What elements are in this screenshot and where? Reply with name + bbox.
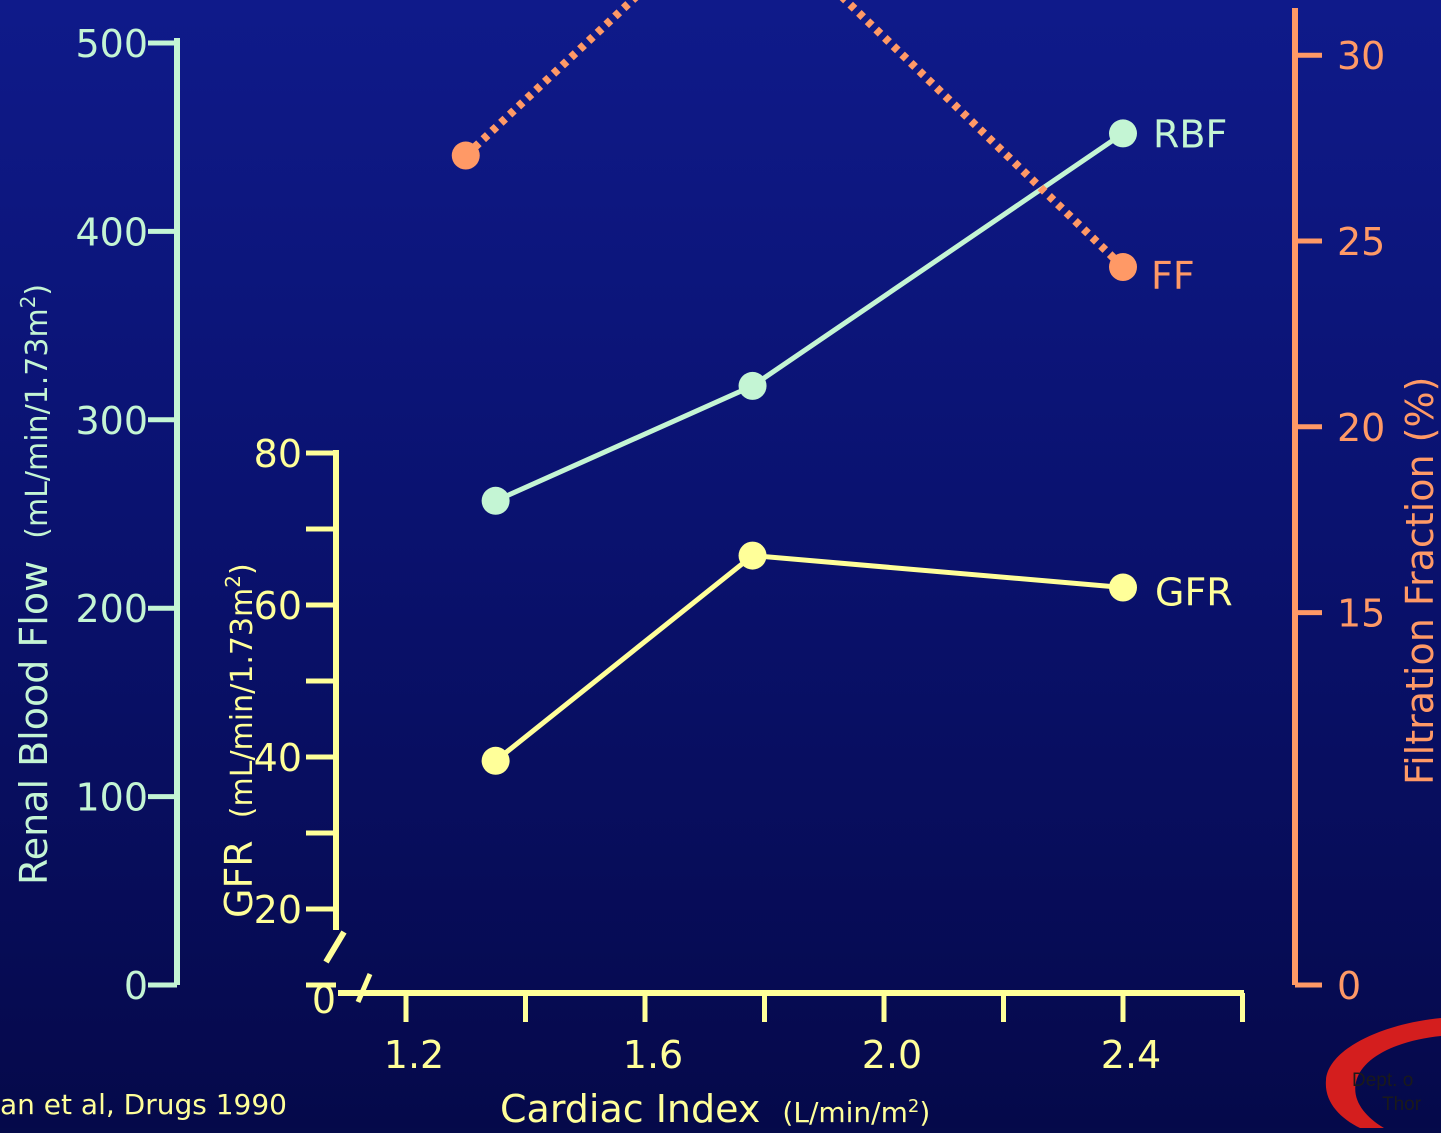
gfr-series-label: GFR xyxy=(1155,571,1233,615)
logo-text-line-2: Thor xyxy=(1382,1094,1422,1115)
gfr-axis-title: GFR (mL/min/1.73m2) xyxy=(217,563,261,918)
gfr-data-point xyxy=(738,541,767,570)
gfr-data-point xyxy=(1109,573,1137,602)
x-tick-label: 1.2 xyxy=(384,1033,444,1077)
rbf-series-line xyxy=(494,131,1125,504)
x-axis-unit: (L/min/m xyxy=(782,1096,907,1128)
gfr-axis-unit: (mL/min/1.73m xyxy=(225,588,260,818)
x-axis-label: Cardiac Index xyxy=(500,1087,760,1128)
rbf-data-point xyxy=(1109,119,1137,148)
rbf-tick-label: 200 xyxy=(75,587,148,631)
rbf-axis-unit: (mL/min/1.73m xyxy=(20,308,55,538)
x-axis-unit-sup: 2 xyxy=(908,1096,919,1117)
rbf-axis-unit-end: ) xyxy=(20,284,55,296)
x-tick-label: 2.4 xyxy=(1101,1033,1161,1077)
gfr-zero-label: 0 xyxy=(312,978,336,1022)
x-tick-label: 2.0 xyxy=(862,1033,922,1077)
gfr-axis-break xyxy=(323,930,347,964)
ff-data-point xyxy=(1109,253,1137,282)
x-axis-unit-end: ) xyxy=(919,1096,930,1128)
axes-layer: 0 100 200 300 400 500 20 40 60 80 0 1.2 1.6 2.0 2.4 0 15… xyxy=(75,8,1385,1077)
ff-series-line xyxy=(463,0,1126,270)
x-axis-title: Cardiac Index (L/min/m2) xyxy=(500,1087,930,1128)
rbf-tick-label: 0 xyxy=(124,964,148,1008)
rbf-tick-label: 500 xyxy=(75,22,148,66)
ff-tick-label: 20 xyxy=(1337,406,1385,450)
ff-series-label: FF xyxy=(1151,254,1195,298)
ff-data-point xyxy=(451,141,480,170)
logo-swoosh xyxy=(1325,1018,1441,1128)
rbf-series-label: RBF xyxy=(1153,112,1227,156)
citation: an et al, Drugs 1990 xyxy=(0,1088,287,1121)
rbf-axis-label: Renal Blood Flow xyxy=(12,561,56,885)
rbf-axis-title: Renal Blood Flow (mL/min/1.73m2) xyxy=(12,284,56,885)
logo-text-line-1: Dept. o xyxy=(1352,1070,1413,1091)
ff-axis-title: Filtration Fraction (%) xyxy=(1398,377,1441,785)
gfr-axis-unit-end: ) xyxy=(225,563,260,575)
rbf-axis-unit-sup: 2 xyxy=(16,296,40,309)
rbf-data-point xyxy=(738,371,767,400)
rbf-tick-label: 100 xyxy=(75,776,148,820)
gfr-axis-label: GFR xyxy=(217,840,261,918)
rbf-tick-label: 400 xyxy=(75,210,148,254)
gfr-data-point xyxy=(481,746,510,775)
gfr-series-line xyxy=(494,553,1124,763)
gfr-axis-unit-sup: 2 xyxy=(221,575,245,588)
gfr-tick-label: 40 xyxy=(254,736,302,780)
x-tick-label: 1.6 xyxy=(623,1033,683,1077)
series-layer: RBF GFR FF xyxy=(451,0,1233,775)
x-axis-break xyxy=(355,973,373,1003)
dept-logo: Dept. o Thor xyxy=(1325,1018,1441,1128)
ff-tick-label: 15 xyxy=(1337,592,1385,636)
rbf-tick-label: 300 xyxy=(75,399,148,443)
rbf-data-point xyxy=(481,486,510,515)
gfr-tick-label: 20 xyxy=(254,888,302,932)
ff-tick-label: 0 xyxy=(1337,964,1361,1008)
gfr-tick-label: 80 xyxy=(254,432,302,476)
ff-tick-label: 25 xyxy=(1337,220,1385,264)
ff-tick-label: 30 xyxy=(1337,34,1385,78)
gfr-tick-label: 60 xyxy=(254,584,302,628)
